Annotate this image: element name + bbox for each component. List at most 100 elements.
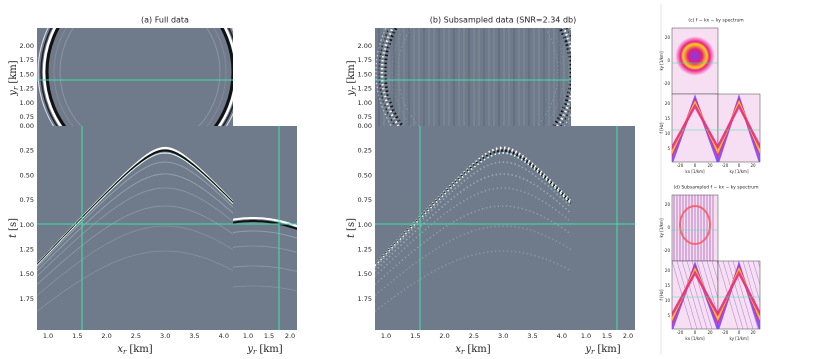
axis-var: y xyxy=(8,90,19,97)
x-tick-label: -20 xyxy=(677,163,684,168)
axis-label: yr[km] xyxy=(246,344,282,357)
y-tick-label: 2.00 xyxy=(20,42,34,50)
alias-stripe xyxy=(747,261,760,303)
axis-sub: r xyxy=(12,86,20,90)
reflection xyxy=(375,250,571,313)
image-clip xyxy=(233,126,297,330)
y-tick-label: 1.25 xyxy=(358,85,372,93)
spectrum-cone xyxy=(718,270,760,317)
image-clip xyxy=(571,126,635,330)
y-tick-label: 1.50 xyxy=(20,70,34,78)
axis-label: kx [1/km] xyxy=(685,169,705,174)
x-tick-label: 3.0 xyxy=(498,332,508,340)
y-tick-label: 0.75 xyxy=(358,113,372,121)
axis-unit: [km] xyxy=(8,60,19,83)
reflection xyxy=(233,245,297,253)
x-tick-label: 20 xyxy=(750,330,756,335)
alias-stripe xyxy=(676,261,698,329)
panel-title: (b) Subsampled data (SNR=2.34 db) xyxy=(430,16,576,25)
image-clip xyxy=(672,195,718,261)
axis-sub: r xyxy=(591,348,595,356)
y-tick-label: 1.25 xyxy=(358,246,372,254)
reflection xyxy=(233,220,297,230)
axis-unit: [km] xyxy=(129,344,152,355)
alias-stripe xyxy=(701,261,718,317)
axis-var: y xyxy=(346,90,357,97)
top-image-bg xyxy=(37,28,233,126)
alias-stripe xyxy=(681,261,703,329)
y-tick-label: 0.00 xyxy=(358,122,372,130)
image-clip xyxy=(375,126,571,330)
axis-unit: [km] xyxy=(467,344,490,355)
y-tick-label: 1.75 xyxy=(20,295,34,303)
x-tick-label: 2.0 xyxy=(439,332,449,340)
x-tick-label: 0 xyxy=(738,163,741,168)
y-tick-label: 10 xyxy=(665,298,671,303)
reflection xyxy=(37,225,233,296)
axis-unit: [s] xyxy=(346,218,357,231)
y-tick-label: 1.00 xyxy=(358,221,372,229)
spectrum-cone xyxy=(672,103,718,151)
axis-unit: [km] xyxy=(597,344,620,355)
x-tick-label: 1.0 xyxy=(243,332,253,340)
panel-title: (d) Subsampled f − kx − ky spectrum xyxy=(674,185,759,191)
y-tick-label: 5 xyxy=(667,313,670,318)
image-clip xyxy=(672,36,718,76)
image-clip xyxy=(718,94,760,162)
panel-title: (a) Full data xyxy=(141,16,189,25)
x-tick-label: -20 xyxy=(722,163,729,168)
x-tick-label: 4.0 xyxy=(557,332,567,340)
x-tick-label: 20 xyxy=(707,163,713,168)
y-tick-label: 0.75 xyxy=(20,113,34,121)
axis-label: yr[km] xyxy=(584,344,620,357)
y-tick-label: 1.75 xyxy=(358,56,372,64)
y-tick-label: 0.50 xyxy=(20,171,34,179)
main-image-bg xyxy=(37,126,233,330)
main-image-bg xyxy=(375,126,571,330)
alias-stripe xyxy=(686,261,708,329)
x-tick-label: 2.0 xyxy=(101,332,111,340)
side-image-bg xyxy=(233,126,297,330)
alias-stripe xyxy=(763,261,783,329)
y-tick-label: 1.00 xyxy=(358,99,372,107)
reflection xyxy=(37,152,233,266)
top-image-bg xyxy=(375,28,571,126)
wavefront xyxy=(397,28,559,126)
y-tick-label: 1.00 xyxy=(20,99,34,107)
reflection xyxy=(233,285,297,292)
image-clip xyxy=(672,94,718,162)
axis-label: xr [km] xyxy=(455,344,490,357)
y-tick-label: 15 xyxy=(665,116,671,121)
spectrum-cone xyxy=(672,267,718,322)
reflection xyxy=(375,146,571,266)
alias-stripe xyxy=(727,261,749,329)
axis-var: t xyxy=(8,233,19,238)
y-tick-label: 0.75 xyxy=(358,196,372,204)
image-clip xyxy=(37,126,233,330)
y-tick-label: 0.75 xyxy=(20,196,34,204)
y-tick-label: 1.25 xyxy=(20,85,34,93)
y-tick-label: 20 xyxy=(665,202,671,207)
x-tick-label: 20 xyxy=(750,163,756,168)
spectrum-cone xyxy=(672,270,718,318)
x-tick-label: 3.5 xyxy=(189,332,199,340)
axis-sub: r xyxy=(350,86,358,90)
axis-sub: r xyxy=(461,348,465,356)
reflection xyxy=(37,187,233,277)
y-tick-label: 0.50 xyxy=(358,171,372,179)
image-clip xyxy=(375,28,571,126)
axis-sub: r xyxy=(253,348,257,356)
x-tick-label: 0 xyxy=(694,330,697,335)
x-tick-label: 2.5 xyxy=(469,332,479,340)
reflection xyxy=(37,161,233,268)
axis-var: y xyxy=(246,344,253,355)
axis-label: f [Hz] xyxy=(659,122,664,133)
axis-label: xr [km] xyxy=(117,344,152,357)
axis-var: t xyxy=(346,233,357,238)
side-image-bg xyxy=(571,126,635,330)
axis-label: t [s] xyxy=(8,218,19,238)
axis-label: ky [1/km] xyxy=(659,218,664,237)
y-tick-label: 10 xyxy=(665,131,671,136)
x-tick-label: -20 xyxy=(722,330,729,335)
